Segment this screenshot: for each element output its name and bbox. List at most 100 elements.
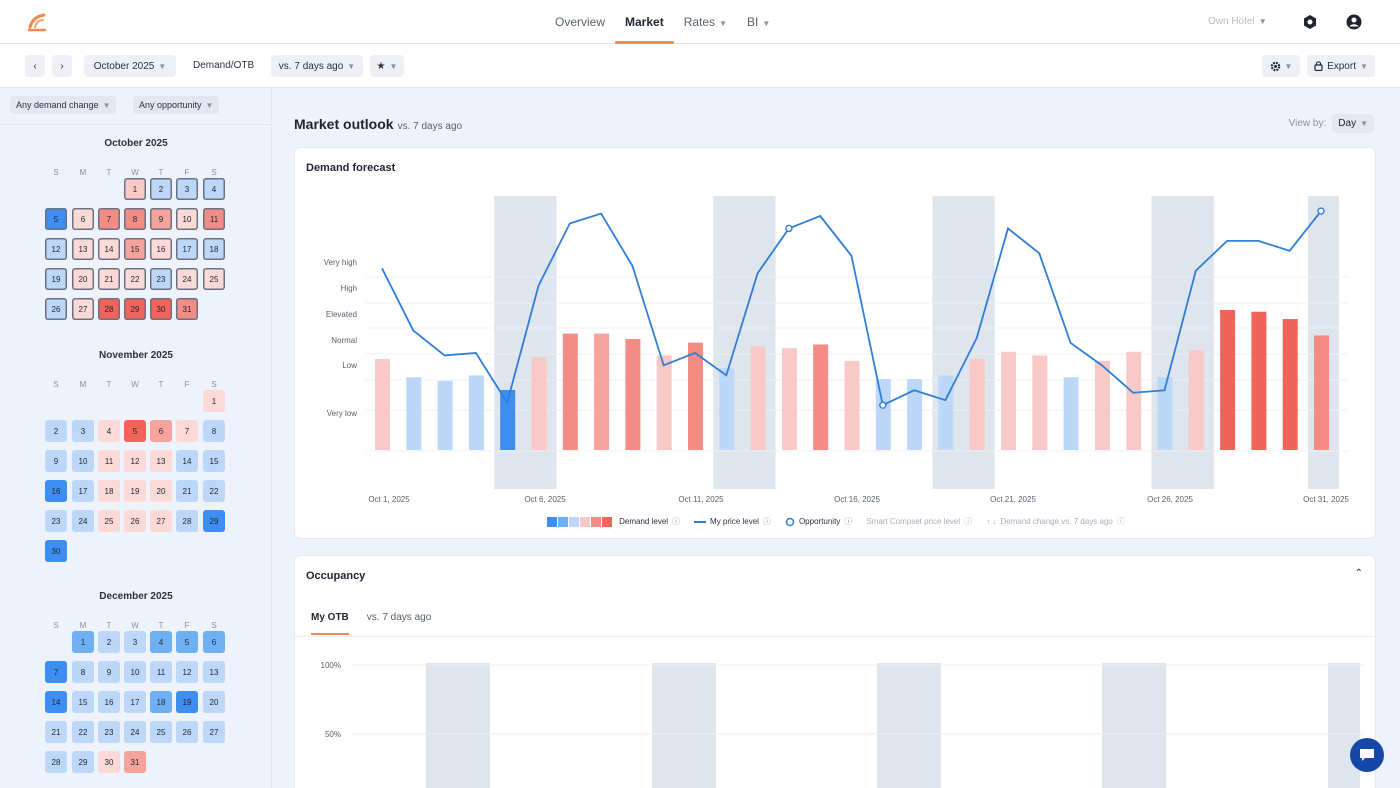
calendar-day[interactable]: 21 bbox=[176, 480, 198, 502]
collapse-chevron-icon[interactable]: ⌃ bbox=[1354, 568, 1363, 579]
demand-bar[interactable] bbox=[750, 346, 766, 450]
demand-bar[interactable] bbox=[656, 355, 672, 450]
hotel-selector[interactable]: Own Hotel ▼ bbox=[1208, 16, 1267, 27]
occupancy-chart[interactable]: 100% 50% bbox=[295, 641, 1375, 788]
chat-button[interactable] bbox=[1350, 738, 1384, 772]
calendar-day[interactable]: 27 bbox=[72, 298, 94, 320]
demand-bar[interactable] bbox=[531, 357, 547, 450]
calendar-day[interactable]: 5 bbox=[176, 631, 198, 653]
demand-bar[interactable] bbox=[562, 333, 578, 450]
calendar-day[interactable]: 30 bbox=[98, 751, 120, 773]
tab-vs-7-days[interactable]: vs. 7 days ago bbox=[366, 612, 432, 623]
calendar-day[interactable]: 5 bbox=[124, 420, 146, 442]
calendar-day[interactable]: 25 bbox=[98, 510, 120, 532]
nav-tab-rates[interactable]: Rates ▼ bbox=[674, 0, 737, 44]
calendar-day[interactable]: 12 bbox=[176, 661, 198, 683]
calendar-day[interactable]: 25 bbox=[203, 268, 225, 290]
calendar-day[interactable]: 26 bbox=[45, 298, 67, 320]
month-selector[interactable]: October 2025 ▼ bbox=[84, 55, 176, 77]
calendar-day[interactable]: 24 bbox=[176, 268, 198, 290]
calendar-day[interactable]: 9 bbox=[150, 208, 172, 230]
legend-demand-change[interactable]: ↑ ↓ Demand change vs. 7 days ago ⓘ bbox=[986, 516, 1125, 527]
calendar-day[interactable]: 2 bbox=[98, 631, 120, 653]
calendar-day[interactable]: 21 bbox=[45, 721, 67, 743]
calendar-day[interactable]: 7 bbox=[176, 420, 198, 442]
calendar-day[interactable]: 10 bbox=[72, 450, 94, 472]
demand-bar[interactable] bbox=[1251, 311, 1267, 450]
calendar-day[interactable]: 14 bbox=[176, 450, 198, 472]
opportunity-marker[interactable] bbox=[785, 224, 793, 233]
calendar-day[interactable]: 19 bbox=[176, 691, 198, 713]
calendar-day[interactable]: 14 bbox=[98, 238, 120, 260]
calendar-day[interactable]: 8 bbox=[72, 661, 94, 683]
demand-bar[interactable] bbox=[437, 380, 453, 450]
calendar-day[interactable]: 8 bbox=[203, 420, 225, 442]
compare-selector[interactable]: vs. 7 days ago ▼ bbox=[271, 55, 363, 77]
legend-my-price[interactable]: My price level ⓘ bbox=[694, 516, 771, 527]
prev-month-button[interactable]: ‹ bbox=[25, 55, 45, 77]
my-price-line[interactable] bbox=[381, 210, 1322, 407]
account-button[interactable] bbox=[1344, 12, 1364, 32]
calendar-day[interactable]: 5 bbox=[45, 208, 67, 230]
calendar-day[interactable]: 19 bbox=[45, 268, 67, 290]
demand-bar[interactable] bbox=[719, 368, 735, 450]
calendar-day[interactable]: 22 bbox=[72, 721, 94, 743]
demand-bar[interactable] bbox=[406, 377, 422, 450]
demand-bar[interactable] bbox=[844, 360, 860, 450]
calendar-day[interactable]: 18 bbox=[98, 480, 120, 502]
demand-forecast-chart[interactable]: Very high High Elevated Normal Low Very low Oc… bbox=[295, 148, 1375, 508]
calendar-day[interactable]: 31 bbox=[124, 751, 146, 773]
calendar-day[interactable]: 20 bbox=[203, 691, 225, 713]
opportunity-marker[interactable] bbox=[1317, 207, 1325, 215]
calendar-day[interactable]: 28 bbox=[176, 510, 198, 532]
calendar-day[interactable]: 28 bbox=[45, 751, 67, 773]
calendar-day[interactable]: 17 bbox=[176, 238, 198, 260]
calendar-day[interactable]: 2 bbox=[150, 178, 172, 200]
view-by-select[interactable]: Day ▼ bbox=[1332, 114, 1374, 133]
calendar-day[interactable]: 25 bbox=[150, 721, 172, 743]
calendar-day[interactable]: 4 bbox=[150, 631, 172, 653]
calendar-day[interactable]: 17 bbox=[72, 480, 94, 502]
calendar-day[interactable]: 12 bbox=[124, 450, 146, 472]
calendar-day[interactable]: 7 bbox=[98, 208, 120, 230]
calendar-day[interactable]: 19 bbox=[124, 480, 146, 502]
demand-bar[interactable] bbox=[875, 379, 891, 450]
calendar-day[interactable]: 20 bbox=[150, 480, 172, 502]
calendar-day[interactable]: 15 bbox=[72, 691, 94, 713]
demand-bar[interactable] bbox=[468, 375, 484, 450]
calendar-day[interactable]: 3 bbox=[176, 178, 198, 200]
demand-bar[interactable] bbox=[1314, 335, 1329, 450]
calendar-day[interactable]: 13 bbox=[203, 661, 225, 683]
calendar-day[interactable]: 8 bbox=[124, 208, 146, 230]
demand-bar[interactable] bbox=[625, 339, 641, 450]
demand-bar[interactable] bbox=[813, 344, 829, 450]
legend-demand-level[interactable]: Demand level ⓘ bbox=[547, 516, 680, 527]
calendar-day[interactable]: 31 bbox=[176, 298, 198, 320]
calendar-day[interactable]: 4 bbox=[203, 178, 225, 200]
calendar-day[interactable]: 27 bbox=[203, 721, 225, 743]
calendar-day[interactable]: 23 bbox=[45, 510, 67, 532]
demand-bar[interactable] bbox=[1126, 351, 1142, 450]
nav-tab-market[interactable]: Market bbox=[615, 0, 674, 44]
calendar-day[interactable]: 3 bbox=[124, 631, 146, 653]
calendar-day[interactable]: 15 bbox=[203, 450, 225, 472]
demand-bar[interactable] bbox=[781, 348, 797, 450]
demand-bar[interactable] bbox=[1220, 309, 1236, 450]
demand-bar[interactable] bbox=[907, 379, 923, 450]
calendar-day[interactable]: 27 bbox=[150, 510, 172, 532]
demand-bar[interactable] bbox=[1001, 351, 1016, 450]
calendar-day[interactable]: 30 bbox=[45, 540, 67, 562]
demand-bar[interactable] bbox=[1282, 319, 1298, 450]
calendar-day[interactable]: 11 bbox=[150, 661, 172, 683]
tab-my-otb[interactable]: My OTB bbox=[311, 612, 349, 635]
calendar-day[interactable]: 29 bbox=[124, 298, 146, 320]
calendar-day[interactable]: 6 bbox=[150, 420, 172, 442]
calendar-day[interactable]: 17 bbox=[124, 691, 146, 713]
calendar-day[interactable]: 22 bbox=[124, 268, 146, 290]
demand-bar[interactable] bbox=[1157, 377, 1173, 450]
demand-bar[interactable] bbox=[969, 359, 985, 450]
calendar-day[interactable]: 29 bbox=[203, 510, 225, 532]
demand-bar[interactable] bbox=[1063, 377, 1079, 450]
calendar-day[interactable]: 11 bbox=[98, 450, 120, 472]
demand-bar[interactable] bbox=[1094, 360, 1110, 450]
